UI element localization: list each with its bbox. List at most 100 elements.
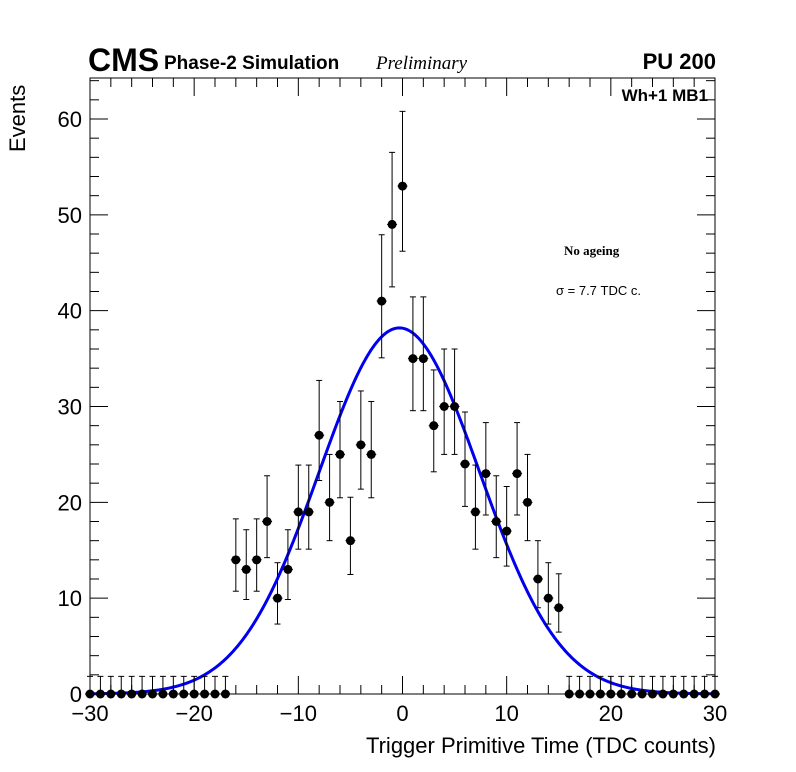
simulation-label: Phase-2 Simulation xyxy=(164,53,339,74)
marker xyxy=(148,689,157,699)
data-point xyxy=(262,475,273,559)
marker xyxy=(700,689,710,699)
y-tick-label: 30 xyxy=(58,395,82,420)
marker xyxy=(689,689,699,699)
marker xyxy=(345,536,355,546)
data-point xyxy=(574,675,585,699)
data-point xyxy=(199,675,210,699)
data-points xyxy=(85,110,720,699)
data-point xyxy=(126,675,137,699)
marker xyxy=(418,354,428,364)
cms-label: CMS xyxy=(88,42,159,78)
ticks: −30 −20 −10 0 10 20 30 0 10 20 30 40 50 60 xyxy=(58,78,727,726)
marker xyxy=(335,449,345,459)
data-point xyxy=(220,675,231,699)
marker xyxy=(116,689,126,699)
data-point xyxy=(230,518,241,592)
marker xyxy=(408,354,418,364)
data-point xyxy=(387,151,398,288)
marker xyxy=(616,689,626,699)
marker xyxy=(127,689,137,699)
data-point xyxy=(105,675,116,699)
y-axis-label: Events xyxy=(5,85,30,152)
data-point xyxy=(428,369,439,473)
data-point xyxy=(376,234,387,359)
marker xyxy=(210,689,220,699)
data-point xyxy=(345,496,356,576)
data-point xyxy=(324,453,335,542)
marker xyxy=(273,593,282,603)
x-tick-label: −20 xyxy=(176,701,213,726)
x-tick-label: −30 xyxy=(71,701,108,726)
marker xyxy=(512,469,522,479)
marker xyxy=(470,507,480,517)
data-point xyxy=(157,675,168,699)
data-point xyxy=(314,379,325,481)
marker xyxy=(262,517,272,526)
preliminary-label: Preliminary xyxy=(375,53,468,74)
marker xyxy=(377,296,387,306)
data-point xyxy=(449,348,460,455)
marker xyxy=(585,689,595,699)
x-tick-label: 10 xyxy=(494,701,518,726)
marker xyxy=(523,497,532,507)
data-point xyxy=(116,675,127,699)
marker xyxy=(429,421,439,431)
data-point xyxy=(585,675,595,699)
data-point xyxy=(553,573,564,633)
marker xyxy=(179,689,189,699)
marker xyxy=(554,603,564,613)
marker xyxy=(231,555,241,565)
marker xyxy=(595,689,605,699)
marker xyxy=(575,689,585,699)
data-point xyxy=(147,675,158,699)
marker xyxy=(460,459,470,469)
marker xyxy=(85,689,95,699)
data-point xyxy=(460,411,470,507)
marker xyxy=(502,526,512,536)
x-tick-label: 30 xyxy=(703,701,727,726)
data-point xyxy=(251,518,262,592)
data-point xyxy=(168,675,179,699)
data-point xyxy=(85,675,95,699)
marker xyxy=(533,574,543,584)
data-point xyxy=(699,675,710,699)
marker xyxy=(95,689,105,699)
marker xyxy=(200,689,210,699)
data-point xyxy=(522,453,533,542)
y-tick-label: 60 xyxy=(58,107,82,132)
marker xyxy=(106,689,116,699)
data-point xyxy=(564,675,575,699)
data-point xyxy=(293,464,304,550)
data-point xyxy=(407,296,418,412)
marker xyxy=(137,689,147,699)
marker xyxy=(168,689,178,699)
marker xyxy=(543,593,553,603)
data-point xyxy=(480,422,491,516)
data-point xyxy=(543,562,554,625)
marker xyxy=(658,689,668,699)
marker xyxy=(387,219,397,229)
marker xyxy=(668,689,678,699)
data-point xyxy=(595,675,606,699)
marker xyxy=(356,440,366,450)
marker xyxy=(648,689,657,699)
data-point xyxy=(470,464,481,550)
y-tick-label: 40 xyxy=(58,299,82,324)
marker xyxy=(481,469,491,479)
marker xyxy=(304,507,314,517)
x-tick-label: 0 xyxy=(396,701,408,726)
data-point xyxy=(678,675,689,699)
condition-label: No ageing xyxy=(564,243,620,258)
marker xyxy=(637,689,647,699)
marker xyxy=(366,449,376,459)
data-point xyxy=(282,529,293,601)
pileup-label: PU 200 xyxy=(643,49,716,74)
data-point xyxy=(637,675,648,699)
data-point xyxy=(532,540,543,609)
marker xyxy=(283,564,293,574)
data-point xyxy=(241,529,252,601)
data-point xyxy=(626,675,637,699)
station-label: Wh+1 MB1 xyxy=(622,86,708,105)
marker xyxy=(398,181,407,191)
